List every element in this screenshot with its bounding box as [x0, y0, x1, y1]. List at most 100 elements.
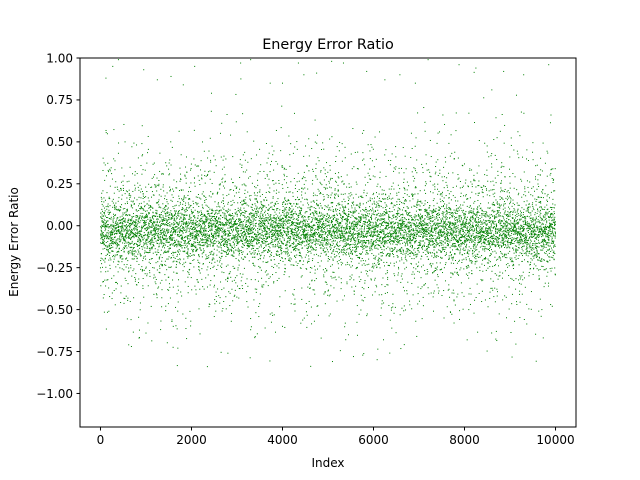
data-point	[253, 219, 255, 221]
data-point	[302, 204, 304, 206]
data-point	[127, 229, 129, 231]
data-point	[108, 198, 110, 200]
data-point	[182, 203, 184, 205]
data-point	[169, 236, 171, 238]
data-point	[281, 235, 283, 237]
data-point	[138, 209, 140, 211]
data-point	[240, 224, 242, 226]
data-point	[140, 205, 142, 207]
data-point	[306, 247, 308, 249]
data-point	[240, 202, 242, 204]
data-point	[324, 291, 326, 293]
data-point	[221, 178, 223, 180]
data-point	[112, 233, 114, 235]
data-point	[246, 204, 248, 206]
data-point	[112, 243, 114, 245]
data-point	[267, 237, 269, 239]
data-point	[186, 223, 188, 225]
data-point	[112, 213, 114, 215]
data-point	[225, 223, 227, 225]
data-point	[259, 233, 261, 235]
data-point	[274, 226, 276, 228]
data-point	[113, 216, 115, 218]
data-point	[122, 212, 124, 214]
data-point	[227, 201, 229, 203]
data-point	[324, 169, 326, 171]
data-point	[170, 214, 172, 216]
data-point	[113, 205, 115, 207]
data-point	[312, 218, 313, 220]
data-point	[306, 314, 308, 316]
data-point	[107, 253, 109, 255]
data-point	[134, 184, 136, 186]
data-point	[110, 227, 112, 229]
data-point	[258, 316, 260, 318]
data-point	[209, 253, 211, 255]
data-point	[170, 239, 172, 241]
data-point	[110, 238, 112, 240]
data-point	[268, 229, 270, 231]
data-point	[217, 231, 219, 233]
data-point	[325, 238, 327, 240]
data-point	[117, 189, 119, 191]
data-point	[206, 257, 208, 259]
data-point	[256, 212, 258, 214]
data-point	[178, 279, 180, 281]
data-point	[317, 221, 319, 223]
data-point	[107, 162, 109, 164]
data-point	[245, 238, 247, 240]
data-point	[271, 208, 273, 210]
data-point	[226, 219, 228, 221]
data-point	[232, 199, 234, 201]
data-point	[209, 219, 211, 221]
data-point	[209, 226, 211, 228]
data-point	[297, 219, 299, 221]
data-point	[204, 226, 206, 228]
data-point	[160, 224, 162, 226]
data-point	[309, 283, 311, 285]
data-point	[207, 223, 209, 225]
data-point	[108, 310, 110, 312]
data-point	[310, 230, 311, 232]
data-point	[149, 243, 151, 245]
data-point	[208, 257, 210, 259]
data-point	[125, 237, 127, 239]
data-point	[237, 250, 239, 252]
data-point	[312, 247, 314, 249]
data-point	[181, 237, 183, 239]
data-point	[200, 249, 202, 251]
data-point	[252, 240, 254, 242]
data-point	[217, 264, 219, 266]
data-point	[247, 226, 249, 228]
data-point	[176, 293, 178, 295]
data-point	[275, 239, 277, 241]
data-point	[237, 239, 239, 241]
data-point	[322, 223, 324, 225]
data-point	[101, 201, 103, 203]
data-point	[108, 217, 110, 219]
data-point	[296, 265, 298, 267]
data-point	[307, 262, 308, 264]
data-point	[242, 214, 244, 216]
data-point	[259, 195, 261, 197]
data-point	[201, 268, 203, 270]
data-point	[291, 205, 293, 207]
data-point	[208, 306, 210, 308]
data-point	[203, 195, 205, 197]
data-point	[285, 233, 287, 235]
data-point	[311, 216, 313, 218]
data-point	[262, 242, 264, 244]
data-point	[267, 157, 269, 159]
data-point	[104, 227, 106, 229]
data-point	[325, 240, 327, 242]
data-point	[313, 207, 315, 209]
data-point	[260, 216, 262, 218]
data-point	[220, 229, 222, 231]
data-point	[210, 228, 212, 230]
data-point	[232, 182, 234, 184]
data-point	[235, 282, 237, 284]
data-point	[192, 260, 194, 262]
data-point	[195, 229, 197, 231]
data-point	[268, 277, 270, 279]
data-point	[309, 209, 311, 211]
